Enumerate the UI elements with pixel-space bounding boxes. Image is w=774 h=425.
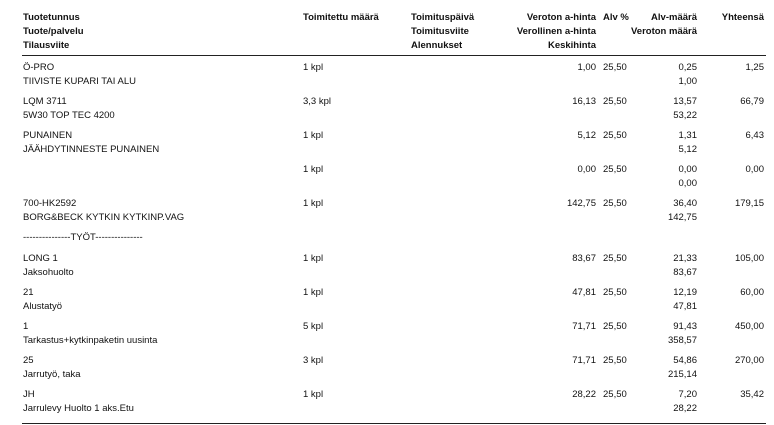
- column-header: Verollinen a-hinta: [516, 26, 596, 37]
- column-header: Tuote/palvelu: [23, 26, 84, 37]
- item-code: 1: [23, 321, 29, 332]
- item-total: 60,00: [740, 287, 764, 298]
- item-net-amount: 47,81: [673, 301, 697, 312]
- header-rule: [22, 55, 766, 56]
- item-price: 28,22: [572, 389, 596, 400]
- item-net-amount: 142,75: [667, 212, 697, 223]
- item-quantity: 1 kpl: [303, 287, 324, 298]
- item-total: 66,79: [740, 96, 764, 107]
- bottom-rule: [22, 423, 766, 424]
- section-separator: ---------------TYÖT---------------: [23, 232, 143, 243]
- item-total: 105,00: [734, 253, 764, 264]
- item-vat-amount: 21,33: [673, 253, 697, 264]
- item-vat-amount: 0,25: [678, 62, 698, 73]
- item-price: 47,81: [572, 287, 596, 298]
- item-net-amount: 28,22: [673, 403, 697, 414]
- item-vat-percent: 25,50: [603, 389, 627, 400]
- item-code: Ö-PRO: [23, 62, 55, 73]
- column-header: Alennukset: [411, 40, 463, 51]
- column-header: Alv-määrä: [651, 12, 697, 23]
- item-total: 0,00: [745, 164, 765, 175]
- item-total: 450,00: [734, 321, 764, 332]
- item-code: JH: [23, 389, 35, 400]
- item-name: Jarrutyö, taka: [23, 369, 81, 380]
- item-code: PUNAINEN: [23, 130, 73, 141]
- item-total: 6,43: [745, 130, 765, 141]
- item-total: 35,42: [740, 389, 764, 400]
- item-vat-percent: 25,50: [603, 164, 627, 175]
- item-quantity: 1 kpl: [303, 62, 324, 73]
- item-price: 71,71: [572, 355, 596, 366]
- item-quantity: 5 kpl: [303, 321, 324, 332]
- item-price: 83,67: [572, 253, 596, 264]
- item-vat-amount: 54,86: [673, 355, 697, 366]
- item-vat-amount: 1,31: [678, 130, 698, 141]
- column-header: Tilausviite: [23, 40, 70, 51]
- item-name: Jarrulevy Huolto 1 aks.Etu: [23, 403, 134, 414]
- item-quantity: 3 kpl: [303, 355, 324, 366]
- item-name: Tarkastus+kytkinpaketin uusinta: [23, 335, 158, 346]
- item-vat-amount: 91,43: [673, 321, 697, 332]
- item-code: 21: [23, 287, 34, 298]
- item-code: LONG 1: [23, 253, 58, 264]
- item-price: 16,13: [572, 96, 596, 107]
- item-net-amount: 215,14: [667, 369, 697, 380]
- item-total: 270,00: [734, 355, 764, 366]
- column-header: Tuotetunnus: [23, 12, 80, 23]
- item-name: JÄÄHDYTINNESTE PUNAINEN: [23, 144, 160, 155]
- item-quantity: 1 kpl: [303, 130, 324, 141]
- item-vat-percent: 25,50: [603, 96, 627, 107]
- item-name: Alustatyö: [23, 301, 63, 312]
- item-net-amount: 5,12: [678, 144, 698, 155]
- item-quantity: 1 kpl: [303, 389, 324, 400]
- item-code: 700-HK2592: [23, 198, 77, 209]
- item-quantity: 1 kpl: [303, 198, 324, 209]
- item-vat-percent: 25,50: [603, 355, 627, 366]
- column-header: Toimitettu määrä: [303, 12, 379, 23]
- item-net-amount: 358,57: [667, 335, 697, 346]
- item-vat-percent: 25,50: [603, 198, 627, 209]
- item-name: TIIVISTE KUPARI TAI ALU: [23, 76, 136, 87]
- item-total: 1,25: [745, 62, 765, 73]
- item-net-amount: 53,22: [673, 110, 697, 121]
- column-header: Keskihinta: [547, 40, 596, 51]
- item-vat-amount: 0,00: [678, 164, 698, 175]
- item-vat-percent: 25,50: [603, 130, 627, 141]
- item-code: 25: [23, 355, 34, 366]
- column-header: Yhteensä: [721, 12, 764, 23]
- item-vat-percent: 25,50: [603, 287, 627, 298]
- item-total: 179,15: [734, 198, 764, 209]
- item-vat-amount: 13,57: [673, 96, 697, 107]
- item-price: 142,75: [566, 198, 596, 209]
- item-quantity: 3,3 kpl: [303, 96, 331, 107]
- column-header: Veroton määrä: [631, 26, 697, 37]
- item-net-amount: 0,00: [678, 178, 698, 189]
- column-header: Alv %: [603, 12, 629, 23]
- column-header: Toimitusviite: [411, 26, 469, 37]
- item-vat-percent: 25,50: [603, 62, 627, 73]
- item-quantity: 1 kpl: [303, 164, 324, 175]
- item-name: BORG&BECK KYTKIN KYTKINP.VAG: [23, 212, 185, 223]
- item-vat-amount: 7,20: [678, 389, 698, 400]
- item-price: 71,71: [572, 321, 596, 332]
- item-vat-percent: 25,50: [603, 321, 627, 332]
- item-price: 5,12: [577, 130, 597, 141]
- item-quantity: 1 kpl: [303, 253, 324, 264]
- item-vat-percent: 25,50: [603, 253, 627, 264]
- item-name: 5W30 TOP TEC 4200: [23, 110, 115, 121]
- item-price: 0,00: [577, 164, 597, 175]
- column-header: Veroton a-hinta: [526, 12, 596, 23]
- item-vat-amount: 36,40: [673, 198, 697, 209]
- item-net-amount: 1,00: [678, 76, 698, 87]
- item-vat-amount: 12,19: [673, 287, 697, 298]
- item-code: LQM 3711: [23, 96, 67, 107]
- item-net-amount: 83,67: [673, 267, 697, 278]
- item-name: Jaksohuolto: [23, 267, 74, 278]
- column-header: Toimituspäivä: [411, 12, 475, 23]
- item-price: 1,00: [577, 62, 597, 73]
